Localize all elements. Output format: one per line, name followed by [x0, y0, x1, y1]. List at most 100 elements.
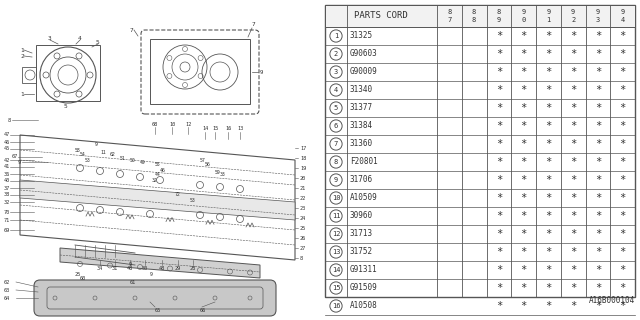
Text: *: * — [620, 175, 626, 185]
Text: 9: 9 — [95, 142, 98, 148]
Text: 64: 64 — [4, 295, 10, 300]
Text: 9
0: 9 0 — [522, 10, 525, 22]
Text: 9: 9 — [334, 177, 338, 183]
Text: 57: 57 — [200, 157, 205, 163]
Text: *: * — [570, 211, 576, 221]
Text: *: * — [520, 139, 527, 149]
Text: 34: 34 — [97, 266, 103, 270]
Text: 46: 46 — [4, 140, 10, 145]
Text: *: * — [545, 301, 552, 311]
Text: 54: 54 — [80, 153, 86, 157]
Text: *: * — [620, 265, 626, 275]
Text: 31384: 31384 — [350, 122, 373, 131]
Text: 9: 9 — [129, 261, 132, 267]
Text: *: * — [520, 157, 527, 167]
Text: *: * — [496, 31, 502, 41]
Text: *: * — [496, 247, 502, 257]
Text: 14: 14 — [332, 267, 340, 273]
Text: *: * — [520, 301, 527, 311]
Text: *: * — [620, 247, 626, 257]
Text: 8: 8 — [8, 117, 11, 123]
Text: 7: 7 — [252, 22, 256, 28]
Text: *: * — [496, 67, 502, 77]
Text: 15: 15 — [212, 126, 218, 132]
Text: 48: 48 — [159, 266, 165, 270]
Text: *: * — [496, 229, 502, 239]
Text: 28: 28 — [190, 266, 196, 270]
Text: *: * — [520, 265, 527, 275]
Text: *: * — [570, 103, 576, 113]
Bar — [325, 5, 635, 27]
Text: 19: 19 — [300, 165, 307, 171]
Text: *: * — [595, 157, 601, 167]
Text: 1: 1 — [20, 92, 24, 98]
Text: 47: 47 — [4, 132, 10, 138]
Text: F20801: F20801 — [350, 157, 378, 166]
Text: *: * — [595, 193, 601, 203]
Text: 5: 5 — [334, 105, 338, 111]
Text: 48: 48 — [127, 266, 133, 270]
Text: 8
9: 8 9 — [497, 10, 501, 22]
Polygon shape — [20, 180, 295, 220]
Text: A16B000104: A16B000104 — [589, 296, 635, 305]
Text: *: * — [496, 85, 502, 95]
Text: 60: 60 — [80, 276, 86, 281]
Text: *: * — [496, 301, 502, 311]
Text: 23: 23 — [300, 205, 307, 211]
Text: 31377: 31377 — [350, 103, 373, 113]
Text: *: * — [520, 229, 527, 239]
Text: *: * — [545, 31, 552, 41]
Text: *: * — [520, 85, 527, 95]
Text: *: * — [545, 265, 552, 275]
Text: 68: 68 — [152, 122, 158, 126]
Text: *: * — [570, 193, 576, 203]
Text: *: * — [570, 85, 576, 95]
Text: 8: 8 — [334, 159, 338, 165]
Text: *: * — [545, 103, 552, 113]
Text: 66: 66 — [200, 308, 206, 313]
Text: 37: 37 — [4, 186, 10, 190]
Text: 9
2: 9 2 — [571, 10, 575, 22]
Text: *: * — [545, 121, 552, 131]
Text: *: * — [520, 175, 527, 185]
Text: 31752: 31752 — [350, 247, 373, 257]
Text: *: * — [620, 229, 626, 239]
Text: *: * — [570, 265, 576, 275]
Text: *: * — [620, 67, 626, 77]
Polygon shape — [60, 248, 260, 278]
Text: 59: 59 — [215, 170, 221, 174]
Text: *: * — [545, 229, 552, 239]
Text: 71: 71 — [4, 218, 10, 222]
Text: PARTS CORD: PARTS CORD — [354, 12, 408, 20]
Text: 63: 63 — [4, 287, 10, 292]
Text: *: * — [620, 211, 626, 221]
Text: 2: 2 — [20, 54, 24, 60]
Text: 31340: 31340 — [350, 85, 373, 94]
Text: 9
4: 9 4 — [621, 10, 625, 22]
Text: 4: 4 — [78, 36, 82, 42]
Text: *: * — [595, 67, 601, 77]
Text: *: * — [570, 301, 576, 311]
Text: 1: 1 — [20, 49, 24, 53]
Text: 53: 53 — [190, 197, 196, 203]
Text: *: * — [620, 193, 626, 203]
Text: 30960: 30960 — [350, 212, 373, 220]
Text: *: * — [570, 67, 576, 77]
Text: *: * — [620, 103, 626, 113]
Text: *: * — [545, 139, 552, 149]
Text: *: * — [595, 49, 601, 59]
Text: 6: 6 — [334, 123, 338, 129]
Text: 44: 44 — [155, 172, 161, 178]
Text: *: * — [496, 283, 502, 293]
Text: 13: 13 — [332, 249, 340, 255]
Text: 20: 20 — [300, 175, 307, 180]
Text: 62: 62 — [110, 153, 116, 157]
Text: *: * — [520, 283, 527, 293]
Text: *: * — [595, 139, 601, 149]
Text: 16: 16 — [332, 303, 340, 309]
Text: *: * — [570, 229, 576, 239]
Text: A10508: A10508 — [350, 301, 378, 310]
Text: *: * — [496, 175, 502, 185]
Text: *: * — [620, 121, 626, 131]
Text: *: * — [545, 49, 552, 59]
